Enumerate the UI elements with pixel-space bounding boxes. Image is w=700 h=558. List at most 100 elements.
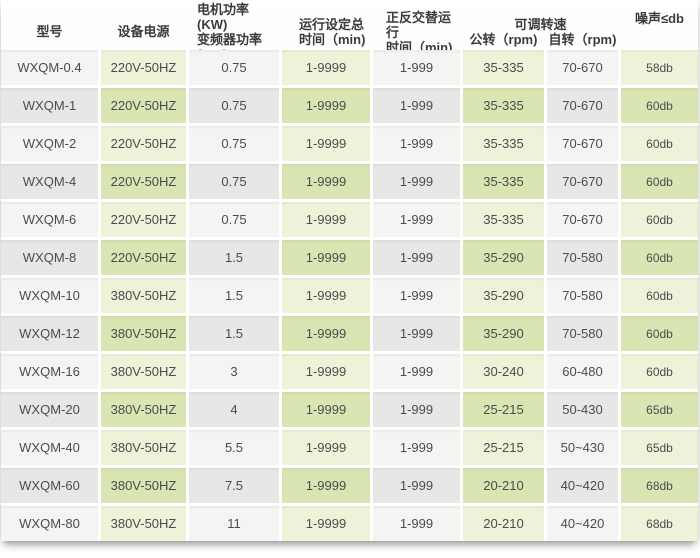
cell-power: 380V-50HZ [101,316,186,351]
cell-noise: 60db [621,240,698,275]
cell-revolution: 35-290 [463,316,544,351]
cell-revolution: 35-335 [463,164,544,199]
cell-power: 380V-50HZ [101,430,186,465]
cell-noise: 65db [621,430,698,465]
table-header: 型号 设备电源 电机功率(KW) 变频器功率(KW) 运行设定总 时间（min)… [1,0,698,62]
cell-alternate: 1-999 [373,468,460,503]
col-header-runtime: 运行设定总 时间（min) [282,0,370,62]
product-spec-table: 型号 设备电源 电机功率(KW) 变频器功率(KW) 运行设定总 时间（min)… [1,0,698,541]
cell-revolution: 35-335 [463,202,544,237]
table-row: WXQM-1 220V-50HZ 0.75 1-9999 1-999 35-335 70-6… [1,88,698,123]
cell-model: WXQM-80 [1,506,98,541]
cell-alternate: 1-999 [373,164,460,199]
col-header-rotation-label: 自转（rpm) [548,32,617,47]
cell-motor: 1.5 [189,316,279,351]
cell-revolution: 35-290 [463,278,544,313]
cell-power: 220V-50HZ [101,126,186,161]
cell-motor: 0.75 [189,88,279,123]
cell-motor: 0.75 [189,202,279,237]
cell-power: 380V-50HZ [101,278,186,313]
cell-revolution: 35-290 [463,240,544,275]
cell-alternate: 1-999 [373,316,460,351]
cell-model: WXQM-12 [1,316,98,351]
cell-alternate: 1-999 [373,126,460,161]
cell-noise: 60db [621,316,698,351]
cell-rotation: 70-580 [547,316,618,351]
cell-model: WXQM-10 [1,278,98,313]
cell-runtime: 1-9999 [282,468,370,503]
cell-alternate: 1-999 [373,240,460,275]
cell-noise: 58db [621,50,698,85]
col-header-noise-label: 噪声≤db [634,11,685,26]
cell-rotation: 60-480 [547,354,618,389]
cell-runtime: 1-9999 [282,164,370,199]
cell-power: 220V-50HZ [101,240,186,275]
cell-rotation: 40~420 [547,506,618,541]
cell-model: WXQM-60 [1,468,98,503]
cell-revolution: 30-240 [463,354,544,389]
col-header-alternate-line1: 正反交替运行 [386,9,452,40]
cell-revolution: 35-335 [463,126,544,161]
cell-power: 380V-50HZ [101,468,186,503]
cell-rotation: 50~430 [547,430,618,465]
col-header-power: 设备电源 [101,0,186,62]
cell-noise: 60db [621,278,698,313]
cell-runtime: 1-9999 [282,50,370,85]
cell-runtime: 1-9999 [282,202,370,237]
cell-motor: 0.75 [189,126,279,161]
col-header-power-label: 设备电源 [117,23,170,39]
cell-runtime: 1-9999 [282,316,370,351]
col-header-speed-sub-row: 公转（rpm) 自转（rpm) [463,32,618,47]
table-row: WXQM-80 380V-50HZ 11 1-9999 1-999 20-210 40~42… [1,506,698,541]
cell-revolution: 35-335 [463,88,544,123]
col-header-speed-group-label: 可调转速 [514,17,567,32]
cell-runtime: 1-9999 [282,392,370,427]
col-header-adjustable-speed-group: 可调转速 公转（rpm) 自转（rpm) [463,0,618,62]
cell-noise: 65db [621,392,698,427]
table-row: WXQM-6 220V-50HZ 0.75 1-9999 1-999 35-335 70-6… [1,202,698,237]
cell-noise: 60db [621,164,698,199]
table-row: WXQM-4 220V-50HZ 0.75 1-9999 1-999 35-335 70-6… [1,164,698,199]
cell-revolution: 25-215 [463,430,544,465]
table-row: WXQM-20 380V-50HZ 4 1-9999 1-999 25-215 50-430… [1,392,698,427]
cell-motor: 1.5 [189,240,279,275]
table-row: WXQM-8 220V-50HZ 1.5 1-9999 1-999 35-290 70-58… [1,240,698,275]
table-row: WXQM-0.4 220V-50HZ 0.75 1-9999 1-999 35-335 70… [1,50,698,85]
cell-power: 380V-50HZ [101,506,186,541]
cell-motor: 3 [189,354,279,389]
table-row: WXQM-2 220V-50HZ 0.75 1-9999 1-999 35-335 70-6… [1,126,698,161]
cell-revolution: 35-335 [463,50,544,85]
cell-power: 220V-50HZ [101,88,186,123]
cell-model: WXQM-6 [1,202,98,237]
cell-revolution: 25-215 [463,392,544,427]
cell-model: WXQM-0.4 [1,50,98,85]
cell-alternate: 1-999 [373,278,460,313]
cell-runtime: 1-9999 [282,506,370,541]
cell-motor: 1.5 [189,278,279,313]
table-body: WXQM-0.4 220V-50HZ 0.75 1-9999 1-999 35-335 70… [1,50,698,541]
table-row: WXQM-16 380V-50HZ 3 1-9999 1-999 30-240 60-480… [1,354,698,389]
cell-runtime: 1-9999 [282,278,370,313]
cell-model: WXQM-4 [1,164,98,199]
cell-alternate: 1-999 [373,506,460,541]
cell-noise: 60db [621,354,698,389]
cell-power: 220V-50HZ [101,202,186,237]
cell-motor: 0.75 [189,164,279,199]
cell-power: 380V-50HZ [101,392,186,427]
table-row: WXQM-12 380V-50HZ 1.5 1-9999 1-999 35-290 70-5… [1,316,698,351]
col-header-runtime-line2: 时间（min) [299,32,366,47]
cell-power: 380V-50HZ [101,354,186,389]
cell-model: WXQM-2 [1,126,98,161]
cell-rotation: 70-580 [547,278,618,313]
cell-runtime: 1-9999 [282,354,370,389]
cell-power: 220V-50HZ [101,50,186,85]
cell-runtime: 1-9999 [282,240,370,275]
col-header-motor-line1: 电机功率(KW) [197,2,250,32]
cell-noise: 68db [621,506,698,541]
cell-rotation: 70-670 [547,164,618,199]
cell-alternate: 1-999 [373,202,460,237]
cell-revolution: 20-210 [463,468,544,503]
cell-runtime: 1-9999 [282,430,370,465]
cell-rotation: 70-670 [547,126,618,161]
col-header-model-label: 型号 [36,23,63,39]
